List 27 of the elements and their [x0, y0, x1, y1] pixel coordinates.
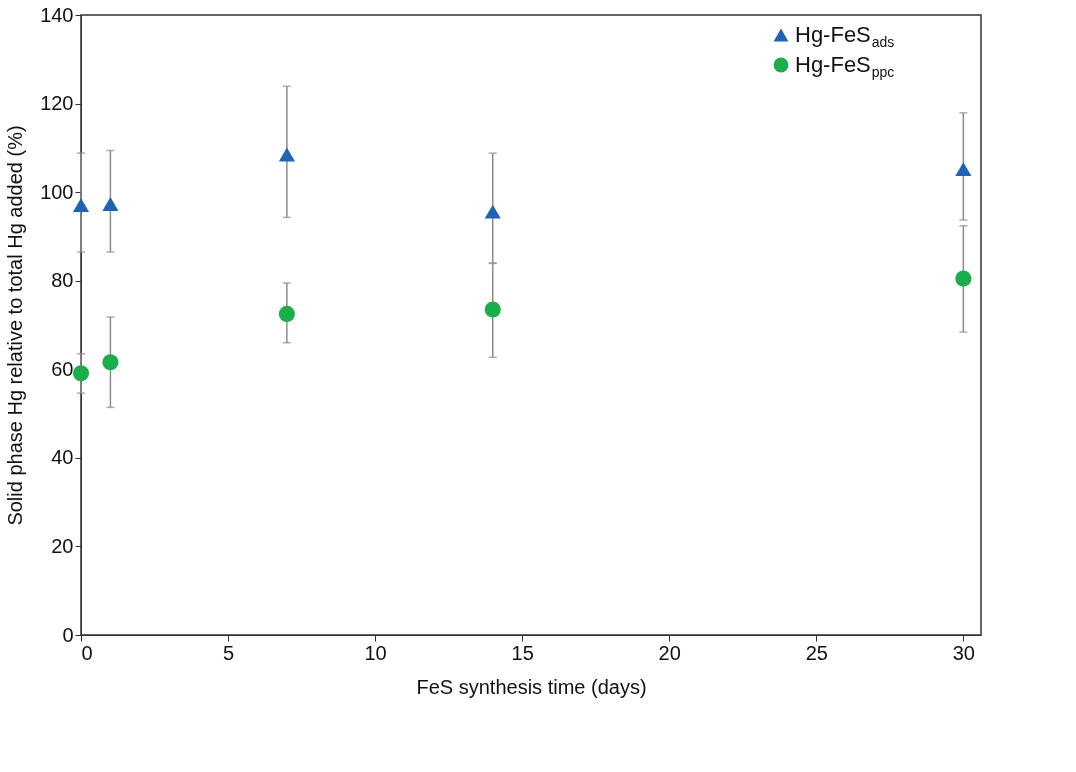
point: [955, 270, 972, 287]
y-tick-label: 0: [62, 623, 74, 646]
point: [72, 198, 90, 212]
point: [102, 197, 119, 212]
y-tick-label: 100: [40, 180, 74, 203]
y-tick-label: 140: [40, 3, 74, 26]
point: [102, 354, 119, 371]
y-tick-label: 20: [51, 534, 74, 557]
x-tick-label: 30: [952, 641, 975, 664]
point: [278, 305, 295, 322]
y-tick-label: 40: [51, 446, 74, 469]
point: [955, 162, 972, 177]
x-tick-label: 15: [511, 641, 534, 664]
point: [278, 147, 295, 162]
point: [484, 204, 501, 219]
y-tick-label: 120: [40, 92, 74, 115]
y-tick-label: 80: [51, 269, 74, 292]
x-tick-label: 20: [658, 641, 681, 664]
x-axis-title: FeS synthesis time (days): [416, 675, 647, 698]
x-tick-label: 10: [364, 641, 387, 664]
x-tick-label: 5: [223, 641, 235, 664]
y-tick-label: 60: [51, 357, 74, 380]
point: [484, 301, 501, 318]
x-tick-label: 0: [81, 641, 93, 664]
y-axis-title: Solid phase Hg relative to total Hg added (%): [4, 125, 27, 526]
x-tick-label: 25: [805, 641, 828, 664]
point: [72, 365, 90, 382]
